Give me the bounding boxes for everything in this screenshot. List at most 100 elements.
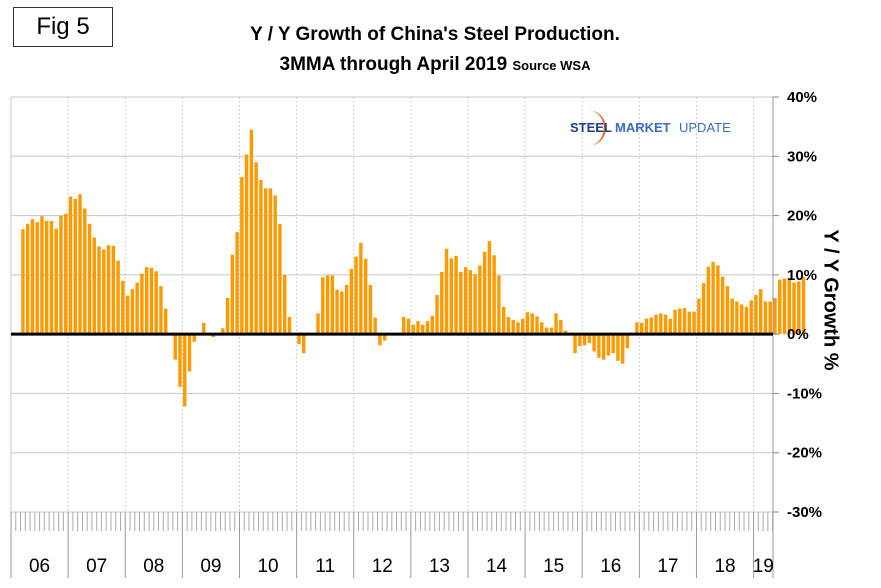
bar [225, 297, 230, 335]
bar [111, 245, 116, 335]
bar [544, 327, 549, 335]
bar [273, 195, 277, 335]
bar [335, 289, 339, 335]
bar [535, 316, 539, 335]
bar [625, 334, 630, 349]
bar [668, 318, 672, 335]
bar [754, 295, 758, 335]
x-tick-label: 15 [543, 556, 564, 577]
bar [478, 265, 482, 335]
bar [382, 334, 387, 341]
bar [778, 279, 782, 335]
bar [378, 334, 382, 346]
chart-title: Y / Y Growth of China's Steel Production… [250, 24, 620, 45]
bar [287, 316, 292, 335]
bar [554, 313, 558, 335]
bar [597, 334, 601, 358]
y-tick-label: 10% [787, 267, 817, 284]
bar [330, 275, 335, 335]
bar [725, 286, 730, 335]
bar [620, 334, 625, 364]
bar [321, 277, 325, 335]
bar [421, 324, 425, 335]
bar [78, 194, 82, 335]
y-tick-label: 0% [787, 326, 809, 343]
bar [244, 154, 249, 335]
bar [44, 220, 49, 335]
bar [678, 308, 682, 335]
bar [559, 319, 563, 335]
y-tick-label: -20% [787, 445, 822, 462]
bar [325, 275, 330, 335]
bar [401, 316, 406, 335]
bar [25, 223, 30, 335]
x-tick-label: 10 [257, 556, 278, 577]
bar [349, 268, 354, 335]
bar [530, 313, 534, 335]
bar [730, 298, 734, 335]
bar [640, 322, 644, 335]
bar [83, 208, 87, 335]
axes [10, 96, 779, 578]
bar [511, 319, 515, 335]
bar [282, 274, 287, 335]
bar [59, 215, 63, 335]
bar [782, 278, 787, 335]
bar [578, 334, 582, 346]
bar [40, 216, 44, 335]
bar [492, 255, 496, 335]
bar [454, 255, 458, 335]
bar [249, 129, 254, 335]
bar [368, 284, 373, 335]
bar [425, 321, 430, 335]
bar [440, 271, 444, 335]
x-tick-label: 09 [200, 556, 221, 577]
bar [711, 261, 715, 335]
y-tick-label: -10% [787, 385, 822, 402]
bar [178, 334, 182, 387]
bar [173, 334, 177, 360]
bar [592, 334, 596, 352]
grid-lines [11, 96, 773, 513]
bar [235, 232, 239, 335]
logo-text-update: UPDATE [679, 120, 731, 135]
bar [540, 322, 544, 335]
x-tick-label: 13 [429, 556, 450, 577]
bar [30, 219, 35, 335]
bar [268, 188, 273, 335]
y-tick-label: 30% [787, 148, 817, 165]
x-tick-label: 16 [600, 556, 621, 577]
bar [525, 312, 530, 335]
bar [240, 177, 244, 335]
bar-series [21, 129, 806, 407]
bar [739, 304, 744, 335]
steel-market-update-logo: STEEL MARKET UPDATE [570, 110, 731, 146]
x-tick-label: 19 [753, 556, 774, 577]
bar [187, 334, 192, 372]
bar [644, 318, 649, 335]
bar [430, 315, 434, 335]
bar [601, 334, 606, 360]
bar [663, 314, 668, 335]
bar [302, 334, 306, 354]
bar [149, 267, 154, 335]
bar [520, 318, 525, 335]
bar [49, 220, 54, 335]
bar [649, 317, 653, 335]
bar [706, 266, 711, 335]
bar [21, 229, 25, 335]
bar [140, 273, 144, 335]
bar [720, 276, 725, 335]
bar [363, 258, 368, 335]
logo-text-steel: STEEL [570, 120, 612, 135]
bar [435, 295, 439, 335]
x-tick-labels: 06 07 08 09 10 11 12 13 14 15 16 17 18 19 [29, 556, 774, 577]
bar [716, 265, 720, 335]
x-tick-label: 07 [86, 556, 107, 577]
bar [482, 251, 487, 335]
x-tick-label: 11 [315, 556, 335, 577]
source-note: Source WSA [512, 58, 591, 73]
bar [501, 306, 506, 335]
bar [135, 282, 139, 335]
